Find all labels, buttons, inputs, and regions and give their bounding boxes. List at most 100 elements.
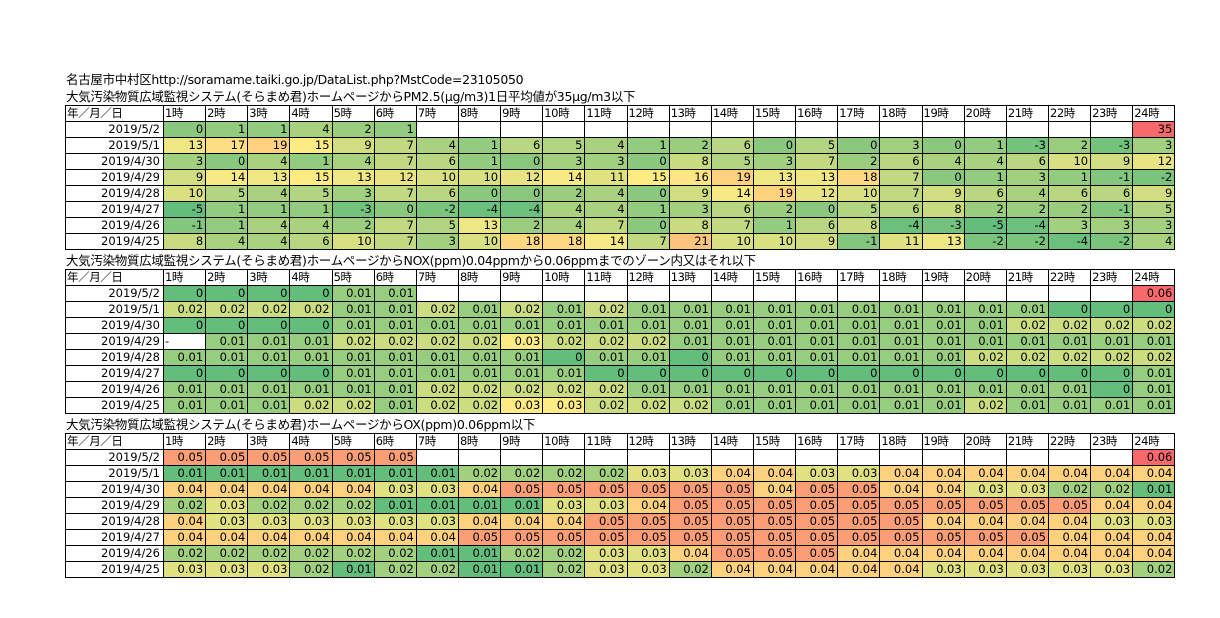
value-cell: 0.01: [205, 381, 249, 398]
hour-header: 4時: [289, 433, 333, 450]
value-cell: 6: [500, 137, 544, 154]
value-cell: 19: [710, 169, 754, 186]
value-cell: 0.02: [415, 333, 459, 350]
value-cell: 0: [668, 365, 712, 382]
value-cell: 0.02: [500, 301, 544, 318]
value-cell: 0.01: [1090, 333, 1134, 350]
value-cell: 0: [247, 365, 291, 382]
hour-header: 22時: [1047, 433, 1092, 450]
value-cell: 8: [837, 217, 881, 234]
value-cell: 0.02: [205, 545, 249, 562]
value-cell: 0.04: [1090, 497, 1134, 514]
value-cell: 6: [963, 185, 1007, 202]
hour-header: 20時: [963, 105, 1007, 122]
value-cell: 0.01: [457, 365, 502, 382]
value-cell: 0.04: [1090, 529, 1134, 546]
hour-header: 11時: [584, 105, 628, 122]
value-cell: 13: [331, 169, 375, 186]
value-cell: 0.03: [500, 333, 544, 350]
value-cell: 0.02: [1047, 317, 1092, 334]
value-cell: 1: [752, 217, 797, 234]
value-cell: 0.02: [247, 545, 291, 562]
value-cell: 0.03: [1090, 561, 1134, 578]
value-cell: -4: [879, 217, 923, 234]
value-cell: 0.05: [584, 529, 628, 546]
value-cell: 1: [247, 201, 291, 218]
value-cell: 2: [331, 121, 375, 138]
value-cell: 0.04: [205, 481, 249, 498]
value-cell: 0.01: [162, 465, 207, 482]
value-cell: 0.02: [1090, 317, 1134, 334]
value-cell: 15: [289, 169, 333, 186]
value-cell: 1: [457, 153, 502, 170]
value-cell: 0.03: [1132, 513, 1176, 530]
value-cell: [921, 449, 965, 466]
value-cell: 10: [710, 233, 754, 250]
date-cell: 2019/4/27: [65, 529, 164, 546]
hour-header: 17時: [837, 105, 881, 122]
value-cell: 2: [500, 217, 544, 234]
date-cell: 2019/4/28: [65, 185, 164, 202]
value-cell: -2: [1132, 169, 1176, 186]
value-cell: 0.05: [584, 481, 628, 498]
value-cell: 0.04: [500, 513, 544, 530]
date-cell: 2019/5/1: [65, 301, 164, 318]
value-cell: [626, 285, 670, 302]
value-cell: 0.03: [668, 465, 712, 482]
hour-header: 23時: [1090, 433, 1134, 450]
hour-header: 3時: [247, 433, 291, 450]
value-cell: 6: [795, 217, 839, 234]
value-cell: 0.05: [668, 497, 712, 514]
value-cell: 11: [879, 233, 923, 250]
value-cell: 0.04: [542, 513, 586, 530]
value-cell: 19: [247, 137, 291, 154]
value-cell: 5: [795, 137, 839, 154]
value-cell: 0.05: [837, 481, 881, 498]
value-cell: 0.02: [668, 397, 712, 414]
value-cell: 0.02: [500, 545, 544, 562]
value-cell: 0.05: [457, 529, 502, 546]
value-cell: 13: [752, 169, 797, 186]
value-cell: [963, 285, 1007, 302]
value-cell: 0.01: [921, 349, 965, 366]
value-cell: 0.01: [415, 497, 459, 514]
value-cell: 0.03: [542, 497, 586, 514]
value-cell: 0.05: [795, 545, 839, 562]
value-cell: 6: [1047, 185, 1092, 202]
value-cell: 0.01: [668, 333, 712, 350]
value-cell: 0: [205, 317, 249, 334]
value-cell: 0.02: [542, 381, 586, 398]
value-cell: 0.04: [921, 465, 965, 482]
value-cell: 0.01: [289, 349, 333, 366]
value-cell: 0.04: [331, 481, 375, 498]
value-cell: -4: [500, 201, 544, 218]
date-cell: 2019/5/2: [65, 285, 164, 302]
hour-header: 11時: [584, 433, 628, 450]
value-cell: 0.05: [626, 481, 670, 498]
value-cell: 0: [162, 285, 207, 302]
value-cell: 7: [626, 233, 670, 250]
value-cell: 0.02: [963, 349, 1007, 366]
value-cell: 0.01: [373, 397, 417, 414]
value-cell: -1: [162, 217, 207, 234]
value-cell: 0: [1047, 301, 1092, 318]
value-cell: 0.04: [457, 513, 502, 530]
value-cell: 3: [668, 201, 712, 218]
value-cell: [837, 449, 881, 466]
value-cell: 0.01: [879, 381, 923, 398]
value-cell: 0: [879, 365, 923, 382]
hour-header: 3時: [247, 105, 291, 122]
value-cell: 0.01: [710, 349, 754, 366]
hour-header: 2時: [205, 269, 249, 286]
value-cell: 0.04: [879, 545, 923, 562]
value-cell: 0.02: [331, 545, 375, 562]
value-cell: 0.01: [710, 397, 754, 414]
value-cell: [963, 121, 1007, 138]
value-cell: 4: [1132, 233, 1176, 250]
hour-header: 16時: [795, 105, 839, 122]
value-cell: 1: [1047, 169, 1092, 186]
value-cell: 3: [542, 153, 586, 170]
value-cell: 0.01: [500, 365, 544, 382]
value-cell: 0.05: [837, 529, 881, 546]
value-cell: 0.01: [331, 365, 375, 382]
